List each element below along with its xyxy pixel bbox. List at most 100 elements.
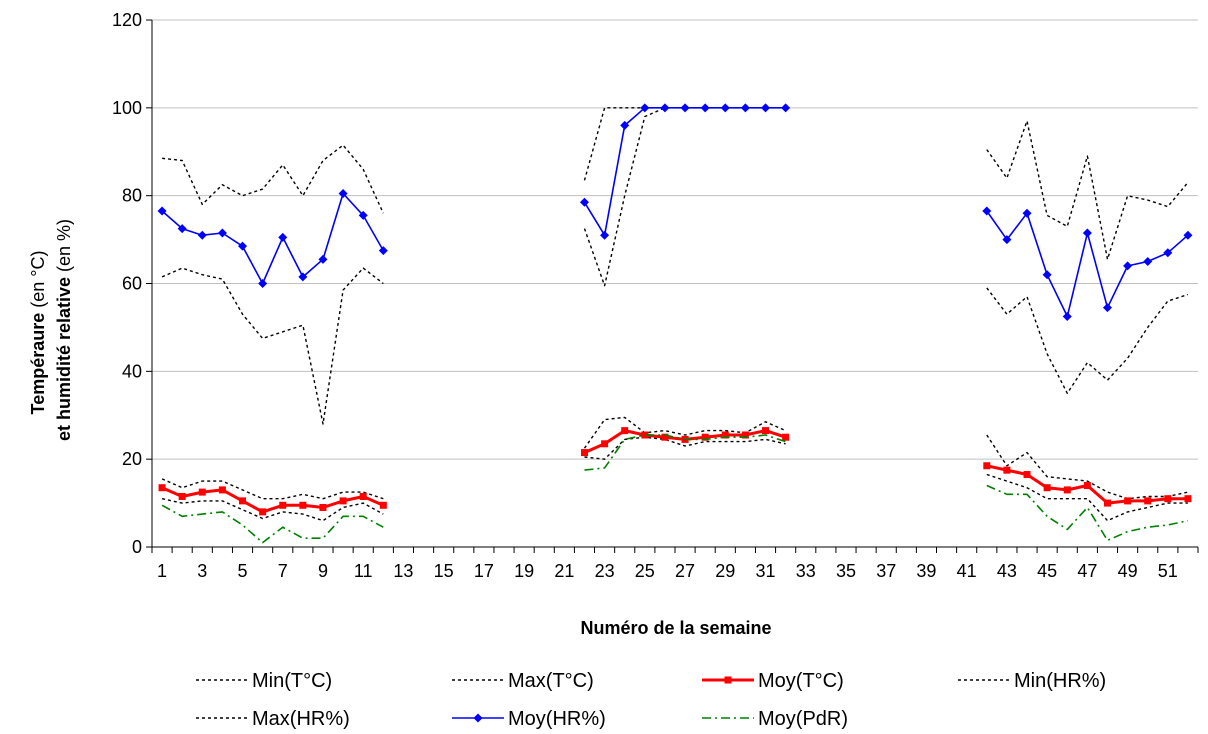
data-point xyxy=(1043,484,1051,492)
series-max-t-c- xyxy=(161,416,1189,500)
legend-label: Moy(PdR) xyxy=(758,708,848,730)
x-tick-label: 23 xyxy=(595,561,615,581)
data-point xyxy=(982,206,992,216)
data-point xyxy=(1002,235,1012,245)
x-tick-label: 31 xyxy=(756,561,776,581)
x-tick-label: 37 xyxy=(876,561,896,581)
data-point xyxy=(1023,471,1031,479)
x-tick-label: 19 xyxy=(514,561,534,581)
y-tick-label: 0 xyxy=(132,537,142,557)
x-tick-label: 51 xyxy=(1158,561,1178,581)
legend-item: Min(T°C) xyxy=(196,670,332,692)
data-point xyxy=(1082,228,1092,238)
data-point xyxy=(660,103,670,113)
series-line xyxy=(161,192,384,285)
y-axis-title-line1-bold: Tempéraure xyxy=(28,313,48,415)
data-point xyxy=(1183,230,1193,240)
x-tick-label: 43 xyxy=(997,561,1017,581)
data-point xyxy=(238,241,248,251)
series-layer xyxy=(157,103,1193,544)
data-point xyxy=(1184,495,1192,503)
data-point xyxy=(762,427,770,435)
series-line xyxy=(986,210,1189,318)
data-point xyxy=(278,232,288,242)
data-point xyxy=(178,492,186,500)
data-point xyxy=(318,254,328,264)
y-axis-title-line2-rest: (en %) xyxy=(54,219,74,277)
data-point xyxy=(1083,482,1091,490)
series-line xyxy=(584,436,786,460)
y-axis-title-line2-bold: et humidité relative xyxy=(54,277,74,441)
gridlines xyxy=(152,19,1198,460)
y-tick-label: 40 xyxy=(122,361,142,381)
data-point xyxy=(338,188,348,198)
x-tick-label: 47 xyxy=(1077,561,1097,581)
legend-item: Moy(PdR) xyxy=(702,708,848,730)
legend-item: Moy(T°C) xyxy=(702,670,844,692)
x-tick-label: 39 xyxy=(916,561,936,581)
series-line xyxy=(986,120,1189,260)
data-point xyxy=(1102,303,1112,313)
series-line xyxy=(986,434,1189,500)
legend-label: Max(HR%) xyxy=(252,708,350,730)
data-point xyxy=(198,488,206,496)
data-point xyxy=(239,497,247,505)
x-tick-label: 11 xyxy=(354,561,373,581)
series-line xyxy=(161,267,384,425)
x-tick-label: 15 xyxy=(434,561,454,581)
data-point xyxy=(641,431,649,439)
data-point xyxy=(1164,495,1172,503)
data-point xyxy=(157,206,167,216)
data-point xyxy=(358,210,368,220)
series-moy-t-c- xyxy=(158,427,1192,516)
x-tick-label: 3 xyxy=(197,561,207,581)
data-point xyxy=(1124,497,1132,505)
x-tick-label: 45 xyxy=(1037,561,1057,581)
series-line xyxy=(161,498,384,522)
x-tick-label: 17 xyxy=(474,561,494,581)
series-min-t-c- xyxy=(161,436,1188,522)
data-point xyxy=(339,497,347,505)
y-tick-label: 20 xyxy=(122,449,142,469)
data-point xyxy=(1022,208,1032,218)
data-point xyxy=(299,501,307,509)
x-tick-label: 9 xyxy=(318,561,328,581)
legend-item: Max(HR%) xyxy=(196,708,350,730)
legend-marker xyxy=(473,713,483,723)
data-point xyxy=(177,224,187,234)
x-tick-label: 7 xyxy=(278,561,288,581)
data-point xyxy=(701,433,709,441)
data-point xyxy=(1003,466,1011,474)
data-point xyxy=(1103,499,1111,507)
data-point xyxy=(319,503,327,511)
x-tick-label: 49 xyxy=(1118,561,1138,581)
legend-label: Moy(HR%) xyxy=(508,708,606,730)
y-axis-title: Tempéraure (en °C) et humidité relative … xyxy=(28,219,74,441)
legend-marker xyxy=(724,676,732,684)
y-tick-label: 120 xyxy=(112,10,142,30)
legend-item: Moy(HR%) xyxy=(452,708,606,730)
x-tick-label: 25 xyxy=(635,561,655,581)
x-tick-label: 5 xyxy=(238,561,248,581)
series-line xyxy=(583,107,786,181)
data-point xyxy=(600,230,610,240)
legend-label: Max(T°C) xyxy=(508,670,594,692)
series-line xyxy=(161,478,384,500)
series-moy-hr- xyxy=(157,103,1193,321)
data-point xyxy=(761,103,771,113)
data-point xyxy=(1163,248,1173,258)
legend-label: Moy(T°C) xyxy=(758,670,844,692)
data-point xyxy=(680,103,690,113)
series-line xyxy=(986,484,1189,542)
data-point xyxy=(1042,270,1052,280)
x-axis-title: Numéro de la semaine xyxy=(580,618,771,638)
legend-item: Min(HR%) xyxy=(958,670,1106,692)
data-point xyxy=(983,462,991,470)
x-tick-label: 35 xyxy=(836,561,856,581)
data-point xyxy=(1063,486,1071,494)
x-tick-label: 41 xyxy=(957,561,977,581)
data-point xyxy=(1123,261,1133,271)
x-tick-label: 21 xyxy=(554,561,574,581)
data-point xyxy=(741,431,749,439)
data-point xyxy=(218,486,226,494)
